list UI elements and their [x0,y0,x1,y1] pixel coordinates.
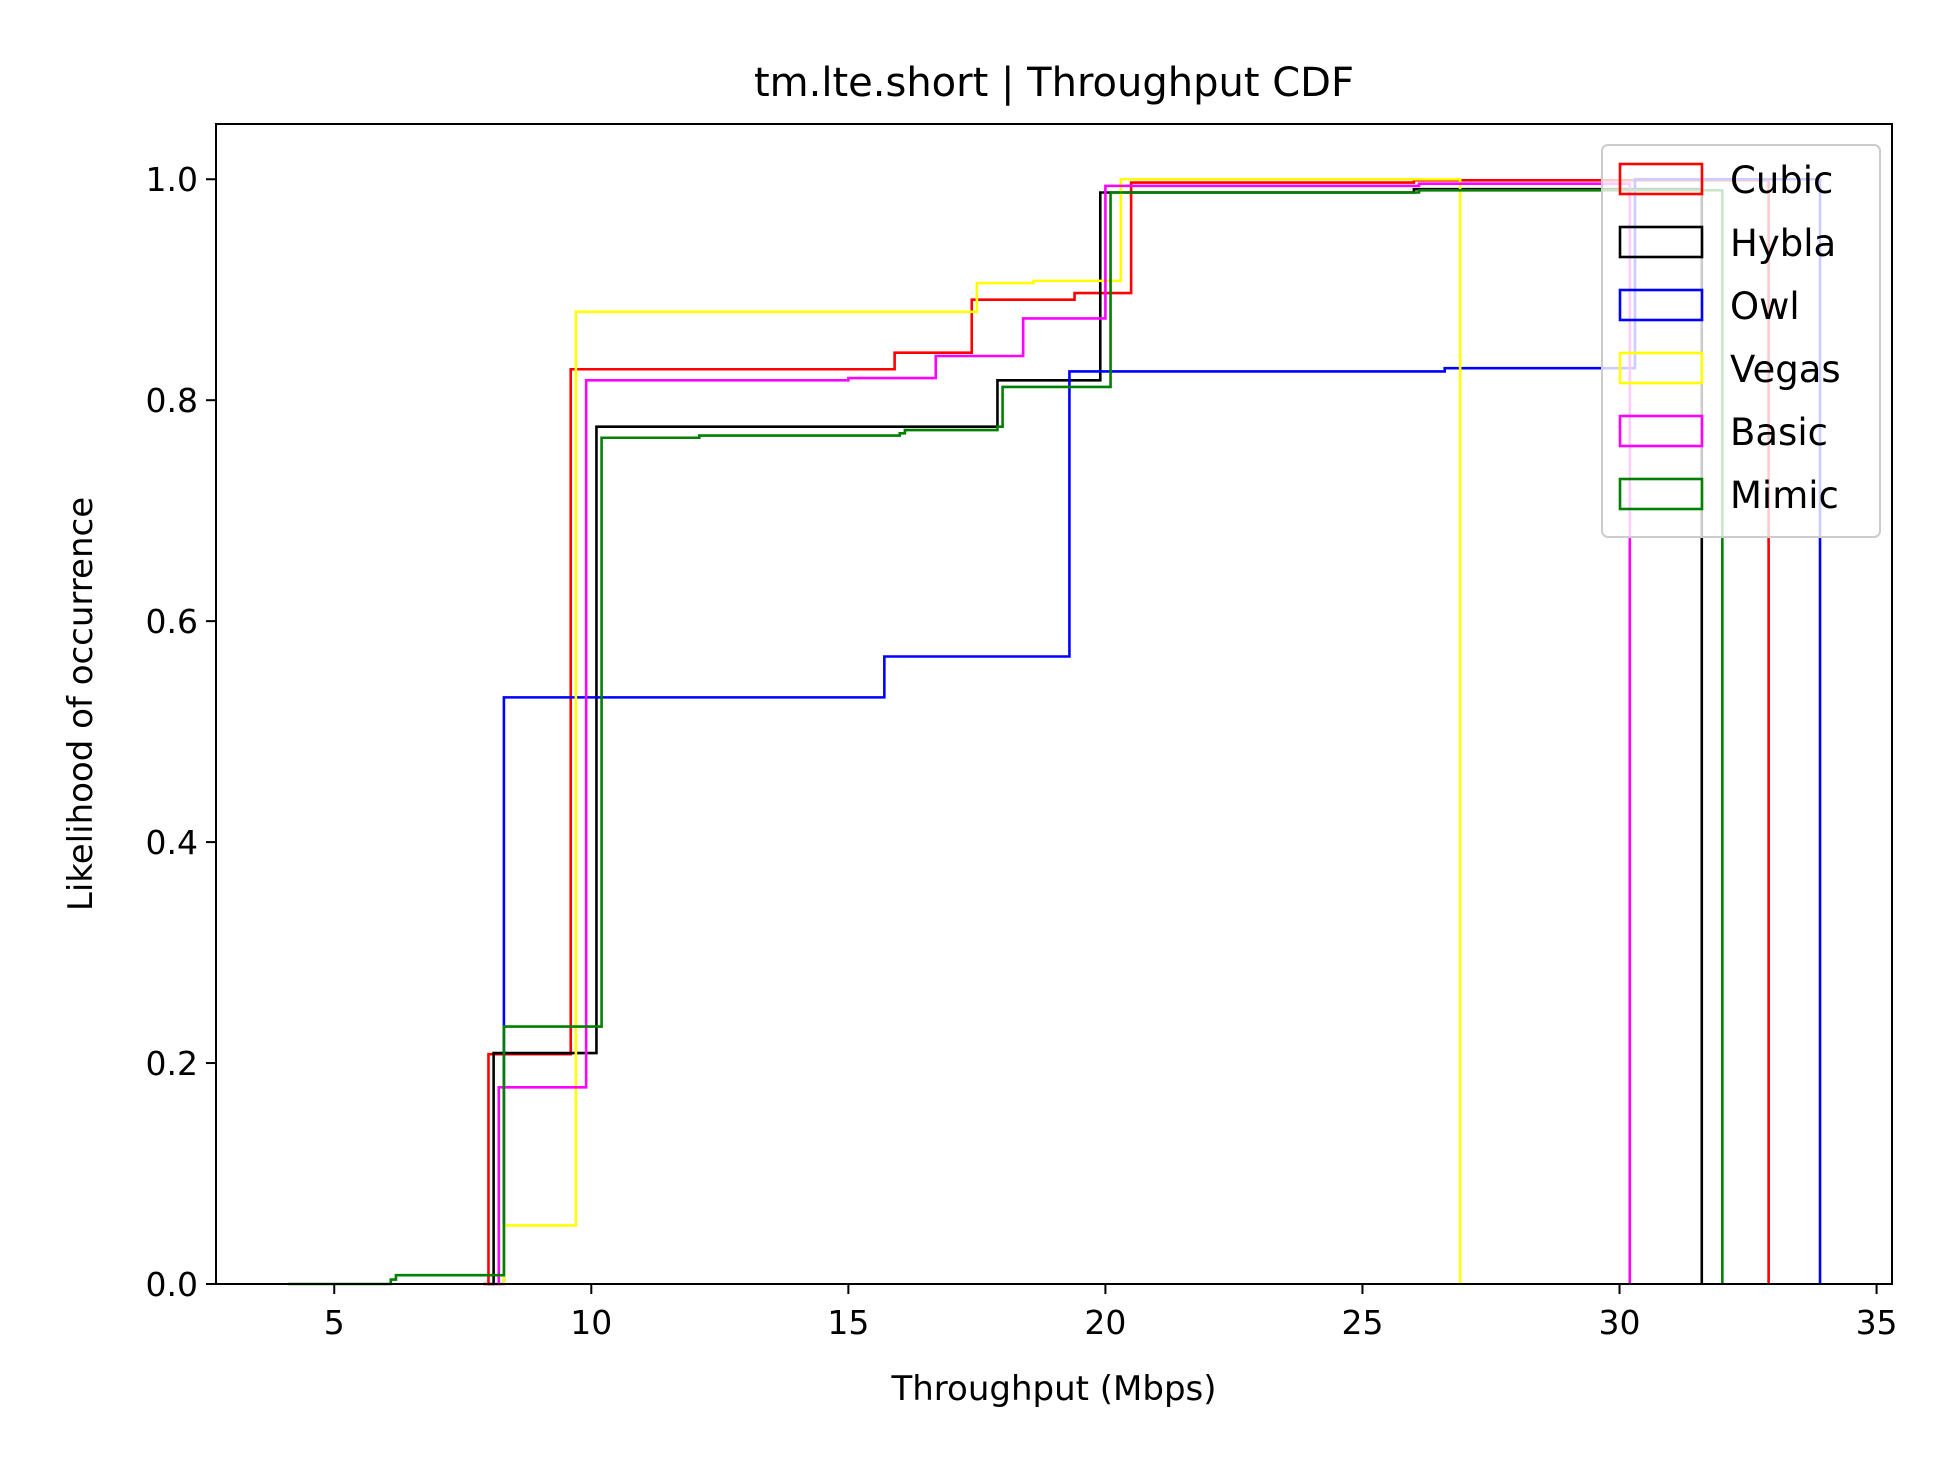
y-tick-label: 0.2 [146,1044,198,1083]
legend-label-hybla: Hybla [1730,222,1836,265]
x-tick-label: 5 [324,1303,345,1342]
legend-swatch-vegas [1618,351,1704,385]
x-tick-label: 30 [1599,1303,1641,1342]
y-tick-label: 0.4 [146,823,198,862]
x-tick-label: 20 [1084,1303,1126,1342]
legend-swatch-cubic [1618,162,1704,196]
legend-label-owl: Owl [1730,285,1800,328]
legend-swatch-mimic [1618,477,1704,511]
y-tick-label: 0.8 [146,381,198,420]
legend-box [1601,144,1881,538]
legend-label-basic: Basic [1730,411,1828,454]
plot-frame [215,123,1893,1285]
chart-title: tm.lte.short | Throughput CDF [754,60,1354,106]
y-tick-label: 0.0 [146,1265,198,1304]
legend-swatch-owl [1618,288,1704,322]
x-tick-label: 35 [1856,1303,1898,1342]
legend-label-vegas: Vegas [1730,348,1841,391]
legend-label-cubic: Cubic [1730,159,1833,202]
series-line-vegas [498,177,1462,1286]
legend-swatch-hybla [1618,225,1704,259]
y-tick-label: 0.6 [146,602,198,641]
series-line-mimic [287,188,1724,1286]
legend-swatch-basic [1618,414,1704,448]
series-layer [287,177,1822,1286]
series-line-basic [493,182,1632,1286]
legend: Cubic Hybla Owl Vegas Basic Mimic [1601,144,1881,538]
x-axis-ticks: 5 10 15 20 25 30 35 [324,1284,1898,1342]
x-tick-label: 15 [827,1303,869,1342]
x-axis-label: Throughput (Mbps) [890,1369,1216,1409]
legend-label-mimic: Mimic [1730,474,1839,517]
y-axis-ticks: 0.0 0.2 0.4 0.6 0.8 1.0 [146,160,216,1304]
y-axis-label: Likelihood of occurrence [61,497,101,911]
x-tick-label: 10 [570,1303,612,1342]
x-tick-label: 25 [1341,1303,1383,1342]
y-tick-label: 1.0 [146,160,198,199]
